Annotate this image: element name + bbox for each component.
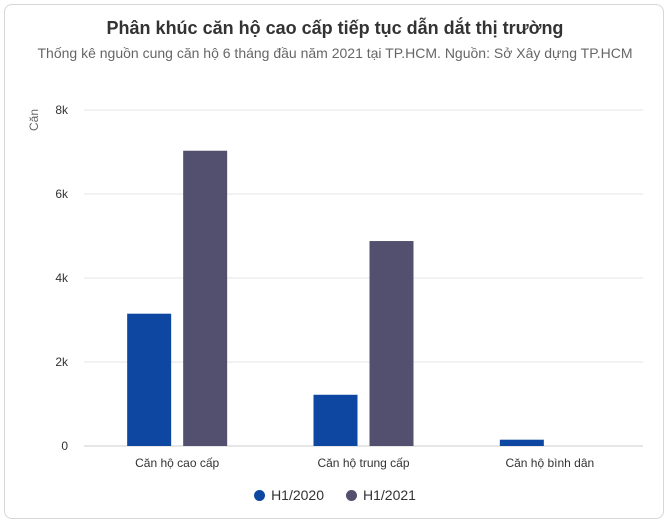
y-tick-label: 2k: [55, 355, 69, 369]
bars: [127, 150, 544, 447]
legend: H1/2020 H1/2021: [0, 487, 670, 503]
legend-marker: [254, 489, 266, 501]
legend-item[interactable]: H1/2020: [254, 487, 324, 503]
legend-marker: [346, 489, 357, 501]
y-axis-label: Căn: [27, 109, 41, 131]
legend-item[interactable]: H1/2021: [346, 487, 416, 503]
bar[interactable]: [127, 313, 172, 446]
y-tick-label: 6k: [55, 187, 69, 201]
bar[interactable]: [499, 439, 544, 446]
chart-subtitle: Thống kê nguồn cung căn hộ 6 tháng đầu n…: [37, 45, 633, 61]
legend-label: H1/2020: [271, 487, 324, 503]
grid-lines: [84, 109, 643, 447]
y-tick-label: 8k: [55, 103, 69, 117]
x-axis-ticks: Căn hộ cao cấp Căn hộ trung cấp Căn hộ bìn…: [135, 456, 594, 470]
bar[interactable]: [369, 241, 414, 446]
x-tick-label: Căn hộ cao cấp: [135, 456, 219, 470]
legend-label: H1/2021: [363, 487, 416, 503]
chart-title: Phân khúc căn hộ cao cấp tiếp tục dẫn dắ…: [106, 18, 564, 38]
bar[interactable]: [313, 394, 358, 446]
y-axis-ticks: 0 2k 4k 6k 8k: [55, 103, 69, 453]
x-tick-label: Căn hộ bình dân: [505, 456, 594, 470]
x-tick-label: Căn hộ trung cấp: [317, 456, 409, 470]
y-tick-label: 0: [61, 439, 68, 453]
bar[interactable]: [183, 150, 228, 447]
y-tick-label: 4k: [55, 271, 69, 285]
